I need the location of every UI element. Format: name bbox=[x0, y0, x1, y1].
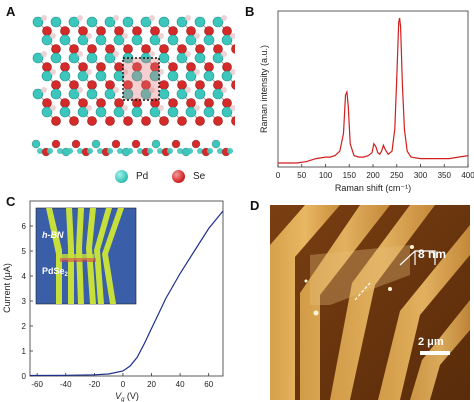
profile-line bbox=[354, 282, 371, 301]
inset-label-hbn: h-BN bbox=[42, 230, 64, 240]
transfer-y-tick-label: 6 bbox=[22, 222, 27, 231]
pd-atom-icon bbox=[115, 170, 128, 183]
pdse2-subscript: 2 bbox=[65, 272, 69, 278]
legend-pd-label: Pd bbox=[136, 171, 149, 182]
transfer-y-tick-label: 5 bbox=[22, 247, 27, 256]
raman-chart: 0 50 100 150 200 250 300 350 400 Raman intensity… bbox=[259, 10, 474, 193]
x-label-unit: (V) bbox=[124, 391, 139, 401]
raman-x-ticks: 0 50 100 150 200 250 300 350 400 bbox=[276, 164, 474, 180]
panel-label-b: B bbox=[245, 4, 255, 19]
transfer-y-tick-label: 3 bbox=[22, 297, 27, 306]
raman-x-tick-label: 50 bbox=[297, 171, 306, 180]
se-atom-icon bbox=[172, 170, 185, 183]
transfer-y-tick-label: 0 bbox=[22, 372, 27, 381]
side-view-chain bbox=[31, 139, 233, 157]
transfer-curve-chart: -60 -40 -20 0 20 40 60 0 1 2 3 4 5 6 Current (μA) Vg … bbox=[2, 200, 224, 402]
transfer-x-tick-label: -40 bbox=[60, 380, 72, 389]
transfer-axis-ticks: -60 -40 -20 0 20 40 60 0 1 2 3 4 5 6 bbox=[22, 222, 214, 389]
top-view-lattice bbox=[32, 15, 235, 126]
afm-image: 8 nm 2 μm bbox=[270, 205, 470, 400]
raman-x-tick-label: 300 bbox=[414, 171, 428, 180]
raman-series-line bbox=[278, 17, 469, 164]
raman-x-tick-label: 150 bbox=[343, 171, 357, 180]
raman-y-axis-label: Raman intensity (a.u.) bbox=[259, 45, 269, 133]
transfer-x-tick-label: -20 bbox=[89, 380, 101, 389]
legend-se: Se bbox=[172, 170, 205, 183]
panel-label-d: D bbox=[250, 198, 260, 213]
raman-x-tick-label: 100 bbox=[319, 171, 333, 180]
transfer-x-tick-label: 0 bbox=[121, 380, 126, 389]
transfer-plot-frame bbox=[29, 200, 224, 377]
raman-x-tick-label: 400 bbox=[461, 171, 474, 180]
raman-x-tick-label: 250 bbox=[390, 171, 404, 180]
transfer-y-axis-label: Current (μA) bbox=[2, 263, 12, 313]
inset-label-pdse2: PdSe2 bbox=[42, 266, 69, 278]
transfer-y-tick-label: 4 bbox=[22, 272, 27, 281]
raman-x-tick-label: 200 bbox=[366, 171, 380, 180]
unit-cell-highlight bbox=[122, 57, 160, 101]
transfer-x-tick-label: 40 bbox=[176, 380, 185, 389]
height-label: 8 nm bbox=[418, 247, 446, 261]
transfer-x-tick-label: 20 bbox=[147, 380, 156, 389]
raman-plot-frame bbox=[277, 10, 469, 168]
height-profile-marker bbox=[399, 250, 436, 266]
scale-bar bbox=[420, 351, 450, 355]
legend-pd: Pd bbox=[115, 170, 148, 183]
raman-x-tick-label: 0 bbox=[276, 171, 281, 180]
transfer-x-tick-label: 60 bbox=[204, 380, 213, 389]
raman-x-tick-label: 350 bbox=[438, 171, 452, 180]
panel-label-a: A bbox=[6, 4, 16, 19]
x-label-subscript: g bbox=[121, 397, 125, 402]
transfer-series-line bbox=[29, 210, 224, 377]
transfer-x-tick-label: -60 bbox=[31, 380, 43, 389]
panel-label-c: C bbox=[6, 194, 16, 209]
transfer-y-tick-label: 1 bbox=[22, 347, 27, 356]
pdse2-main: PdSe bbox=[42, 266, 65, 276]
device-optical-image: h-BN PdSe2 bbox=[35, 207, 137, 305]
transfer-x-axis-label: Vg (V) bbox=[115, 391, 139, 402]
x-label-v: V bbox=[115, 391, 122, 401]
transfer-y-tick-label: 2 bbox=[22, 322, 27, 331]
scale-bar-label: 2 μm bbox=[418, 336, 444, 348]
raman-x-axis-label: Raman shift (cm⁻¹) bbox=[335, 183, 411, 193]
crystal-structure-illustration bbox=[31, 15, 235, 157]
legend-se-label: Se bbox=[193, 171, 206, 182]
